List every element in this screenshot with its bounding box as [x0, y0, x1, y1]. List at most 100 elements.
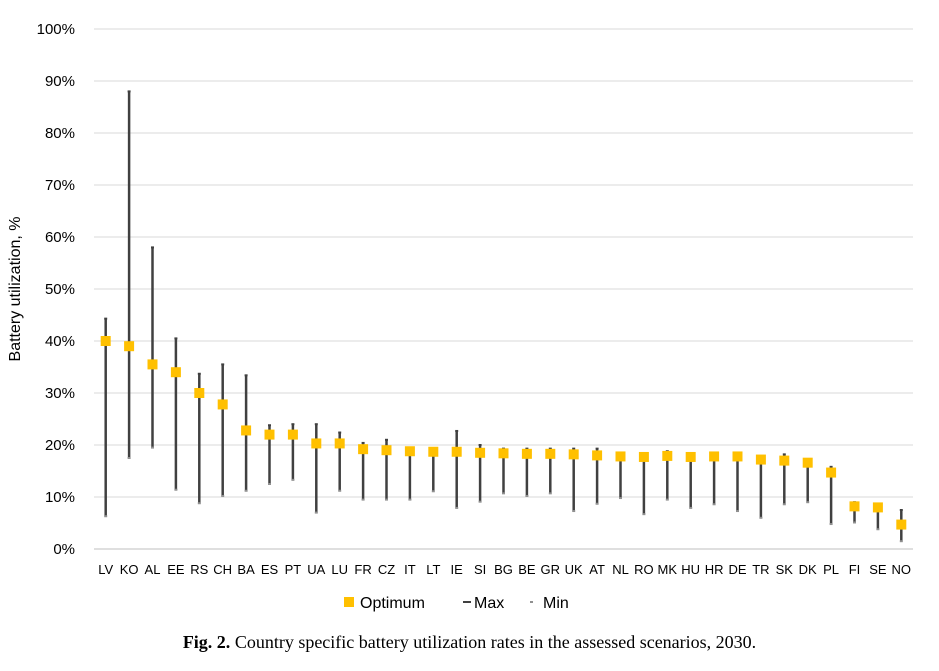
- min-marker-ie: [455, 506, 459, 509]
- gridlines: [94, 28, 913, 550]
- y-tick-label: 20%: [45, 437, 75, 454]
- x-category-label: CH: [213, 562, 232, 577]
- max-marker-ba: [244, 374, 248, 377]
- x-axis-category-labels: LV KO AL EE RS CH BA ES PT UA LU FR CZ IT LT IE SI BG BE GR…: [98, 562, 911, 577]
- legend-max-swatch: [463, 601, 471, 603]
- x-category-label: NO: [892, 562, 912, 577]
- min-marker-gr: [548, 492, 552, 495]
- optimum-marker-de: [732, 451, 743, 462]
- y-tick-label: 0%: [53, 541, 75, 558]
- max-marker-cz: [385, 438, 388, 441]
- x-category-label: UA: [307, 562, 325, 577]
- optimum-marker-it: [404, 446, 415, 457]
- min-marker-sk: [782, 503, 786, 506]
- legend-optimum-label: Optimum: [360, 595, 425, 612]
- optimum-marker-ba: [241, 425, 252, 436]
- optimum-marker-ua: [311, 438, 322, 449]
- x-category-label: PL: [823, 562, 839, 577]
- optimum-marker-bg: [498, 448, 509, 459]
- max-marker-ua: [314, 423, 318, 426]
- optimum-marker-mk: [662, 450, 673, 461]
- x-category-label: BA: [237, 562, 255, 577]
- legend-min-label: Min: [543, 595, 569, 612]
- range-lines: [104, 91, 903, 542]
- optimum-marker-al: [147, 359, 158, 370]
- min-marker-dk: [806, 501, 810, 504]
- min-marker-hu: [689, 506, 693, 509]
- x-category-label: RO: [634, 562, 654, 577]
- optimum-marker-gr: [545, 448, 556, 459]
- x-category-label: KO: [120, 562, 139, 577]
- max-marker-pl: [829, 465, 833, 468]
- optimum-marker-lv: [100, 336, 111, 346]
- min-markers: [104, 446, 903, 543]
- max-markers: [104, 90, 903, 511]
- y-tick-label: 10%: [45, 489, 75, 506]
- battery-utilization-chart: 0% 10% 20% 30% 40% 50% 60% 70% 80% 90% 100% LV KO AL…: [7, 21, 913, 612]
- x-category-label: DK: [799, 562, 817, 577]
- x-category-label: HU: [681, 562, 700, 577]
- x-category-label: TR: [752, 562, 769, 577]
- max-marker-fr: [361, 441, 365, 444]
- x-category-label: LU: [331, 562, 348, 577]
- min-marker-hr: [712, 503, 716, 506]
- x-category-label: NL: [612, 562, 629, 577]
- legend-max-label: Max: [474, 595, 504, 612]
- legend-min-swatch: [530, 601, 533, 603]
- x-category-label: BG: [494, 562, 513, 577]
- optimum-marker-at: [592, 450, 603, 461]
- max-marker-rs: [197, 372, 201, 375]
- x-category-label: RS: [190, 562, 208, 577]
- y-tick-label: 40%: [45, 333, 75, 350]
- min-marker-ko: [127, 457, 131, 459]
- optimum-marker-hr: [709, 451, 720, 462]
- min-marker-pl: [829, 523, 833, 526]
- min-marker-fr: [361, 498, 365, 501]
- max-marker-ch: [221, 363, 225, 366]
- optimum-marker-se: [872, 502, 883, 513]
- x-category-label: GR: [541, 562, 561, 577]
- x-category-label: ES: [261, 562, 279, 577]
- max-marker-si: [478, 444, 482, 446]
- min-marker-ua: [314, 511, 318, 514]
- y-tick-label: 80%: [45, 125, 75, 142]
- x-category-label: AT: [589, 562, 605, 577]
- x-category-label: SE: [869, 562, 887, 577]
- min-marker-se: [876, 528, 880, 531]
- min-marker-al: [151, 446, 154, 449]
- figure-caption-text: Country specific battery utilization rat…: [234, 632, 757, 652]
- x-category-label: SI: [474, 562, 486, 577]
- x-category-label: LV: [98, 562, 113, 577]
- y-tick-label: 60%: [45, 229, 75, 246]
- min-marker-lu: [338, 489, 342, 492]
- x-category-label: IT: [404, 562, 416, 577]
- x-category-label: PT: [285, 562, 302, 577]
- min-marker-mk: [665, 498, 669, 501]
- x-category-label: FI: [849, 562, 861, 577]
- max-marker-ie: [455, 429, 459, 432]
- legend-optimum-swatch: [344, 597, 354, 607]
- min-marker-cz: [385, 498, 388, 501]
- optimum-marker-lu: [334, 438, 345, 449]
- max-marker-no: [899, 509, 903, 511]
- min-marker-be: [525, 494, 529, 497]
- y-tick-label: 90%: [45, 73, 75, 90]
- optimum-marker-pt: [287, 429, 298, 440]
- optimum-marker-es: [264, 429, 275, 440]
- x-category-label: SK: [776, 562, 794, 577]
- figure-caption: Fig. 2. Country specific battery utiliza…: [0, 632, 939, 653]
- x-category-label: HR: [705, 562, 724, 577]
- y-tick-label: 30%: [45, 385, 75, 402]
- max-marker-es: [268, 424, 271, 427]
- optimum-marker-be: [521, 448, 532, 459]
- max-marker-be: [525, 447, 529, 450]
- min-marker-it: [408, 498, 412, 501]
- min-marker-ro: [642, 513, 646, 516]
- y-axis-tick-labels: 0% 10% 20% 30% 40% 50% 60% 70% 80% 90% 100%: [37, 21, 75, 558]
- max-marker-lv: [104, 317, 108, 320]
- max-marker-ko: [127, 90, 131, 93]
- x-category-label: LT: [426, 562, 440, 577]
- optimum-marker-tr: [755, 454, 766, 465]
- max-marker-uk: [572, 447, 576, 450]
- min-marker-de: [736, 510, 739, 513]
